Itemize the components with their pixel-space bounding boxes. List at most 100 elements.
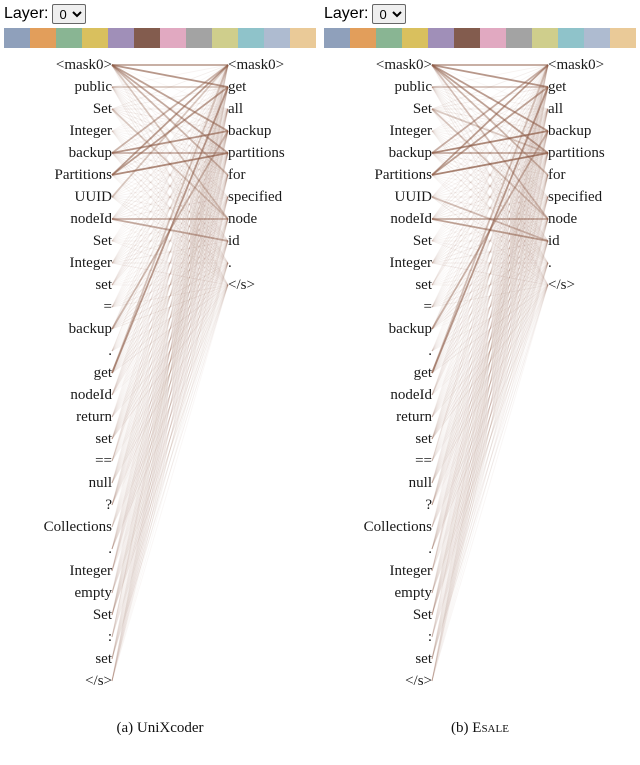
palette-swatch[interactable]: [30, 28, 56, 48]
palette-swatch[interactable]: [290, 28, 316, 48]
right-token: backup: [548, 120, 636, 142]
edges-svg: [432, 54, 548, 714]
palette-swatch[interactable]: [186, 28, 212, 48]
left-token: public: [4, 76, 112, 98]
left-token: UUID: [4, 186, 112, 208]
right-token: node: [228, 208, 316, 230]
left-token: Integer: [4, 560, 112, 582]
right-token: <mask0>: [548, 54, 636, 76]
left-token: set: [324, 648, 432, 670]
palette-swatch[interactable]: [558, 28, 584, 48]
left-token: nodeId: [4, 384, 112, 406]
right-token: id: [548, 230, 636, 252]
right-token: backup: [228, 120, 316, 142]
controls: Layer:0: [0, 0, 320, 26]
left-token: .: [4, 538, 112, 560]
right-token: specified: [228, 186, 316, 208]
edges-svg: [112, 54, 228, 714]
left-token: Collections: [4, 516, 112, 538]
palette-swatch[interactable]: [324, 28, 350, 48]
right-token: for: [548, 164, 636, 186]
left-token: set: [4, 648, 112, 670]
left-token: null: [324, 472, 432, 494]
right-token: specified: [548, 186, 636, 208]
right-token: </s>: [228, 274, 316, 296]
palette-swatch[interactable]: [82, 28, 108, 48]
right-token: for: [228, 164, 316, 186]
left-token: UUID: [324, 186, 432, 208]
left-token: backup: [4, 142, 112, 164]
left-token: set: [324, 428, 432, 450]
left-token: Set: [324, 230, 432, 252]
palette-swatch[interactable]: [532, 28, 558, 48]
palette-swatch[interactable]: [428, 28, 454, 48]
left-token: <mask0>: [324, 54, 432, 76]
left-token: Integer: [324, 120, 432, 142]
palette-swatch[interactable]: [264, 28, 290, 48]
right-token: .: [548, 252, 636, 274]
left-token: backup: [324, 142, 432, 164]
left-token: Set: [4, 98, 112, 120]
left-token: ?: [4, 494, 112, 516]
left-token: nodeId: [324, 384, 432, 406]
left-token-column: <mask0>publicSetIntegerbackupPartitionsU…: [4, 54, 112, 692]
palette-swatch[interactable]: [454, 28, 480, 48]
left-token: set: [324, 274, 432, 296]
palette-swatch[interactable]: [350, 28, 376, 48]
left-token: :: [4, 626, 112, 648]
left-token: nodeId: [4, 208, 112, 230]
left-token: get: [4, 362, 112, 384]
left-token: Partitions: [4, 164, 112, 186]
left-token: backup: [324, 318, 432, 340]
right-token: node: [548, 208, 636, 230]
palette-swatch[interactable]: [134, 28, 160, 48]
layer-label: Layer:: [4, 5, 48, 23]
attention-diagram: <mask0>publicSetIntegerbackupPartitionsU…: [4, 54, 316, 714]
palette-swatch[interactable]: [56, 28, 82, 48]
palette-swatch[interactable]: [212, 28, 238, 48]
left-token: =: [4, 296, 112, 318]
left-token: Set: [4, 604, 112, 626]
palette-swatch[interactable]: [584, 28, 610, 48]
palette-swatch[interactable]: [238, 28, 264, 48]
layer-select[interactable]: 0: [52, 4, 86, 24]
right-token: all: [228, 98, 316, 120]
left-token: ==: [324, 450, 432, 472]
right-token: all: [548, 98, 636, 120]
attention-diagram: <mask0>publicSetIntegerbackupPartitionsU…: [324, 54, 636, 714]
palette-swatch[interactable]: [160, 28, 186, 48]
left-token: nodeId: [324, 208, 432, 230]
left-token: set: [4, 428, 112, 450]
left-token: Integer: [4, 120, 112, 142]
left-token-column: <mask0>publicSetIntegerbackupPartitionsU…: [324, 54, 432, 692]
left-token: Integer: [324, 560, 432, 582]
left-token: Integer: [4, 252, 112, 274]
controls: Layer:0: [320, 0, 640, 26]
right-token: id: [228, 230, 316, 252]
left-token: ==: [4, 450, 112, 472]
layer-label: Layer:: [324, 5, 368, 23]
palette-swatch[interactable]: [610, 28, 636, 48]
palette-swatch[interactable]: [108, 28, 134, 48]
palette-swatch[interactable]: [402, 28, 428, 48]
left-token: .: [324, 538, 432, 560]
left-token: </s>: [324, 670, 432, 692]
palette-swatch[interactable]: [376, 28, 402, 48]
panel-caption: (a) UniXcoder: [0, 714, 320, 741]
left-token: :: [324, 626, 432, 648]
panel-caption: (b) Esale: [320, 714, 640, 741]
left-token: set: [4, 274, 112, 296]
layer-select[interactable]: 0: [372, 4, 406, 24]
left-token: Set: [324, 604, 432, 626]
left-token: empty: [324, 582, 432, 604]
palette-swatch[interactable]: [506, 28, 532, 48]
left-token: Partitions: [324, 164, 432, 186]
left-token: .: [324, 340, 432, 362]
palette-swatch[interactable]: [4, 28, 30, 48]
right-token: partitions: [548, 142, 636, 164]
panel-0: Layer:0 <mask0>publicSetIntegerbackupPart…: [0, 0, 320, 741]
left-token: Set: [324, 98, 432, 120]
right-token: .: [228, 252, 316, 274]
palette-swatch[interactable]: [480, 28, 506, 48]
left-token: Collections: [324, 516, 432, 538]
